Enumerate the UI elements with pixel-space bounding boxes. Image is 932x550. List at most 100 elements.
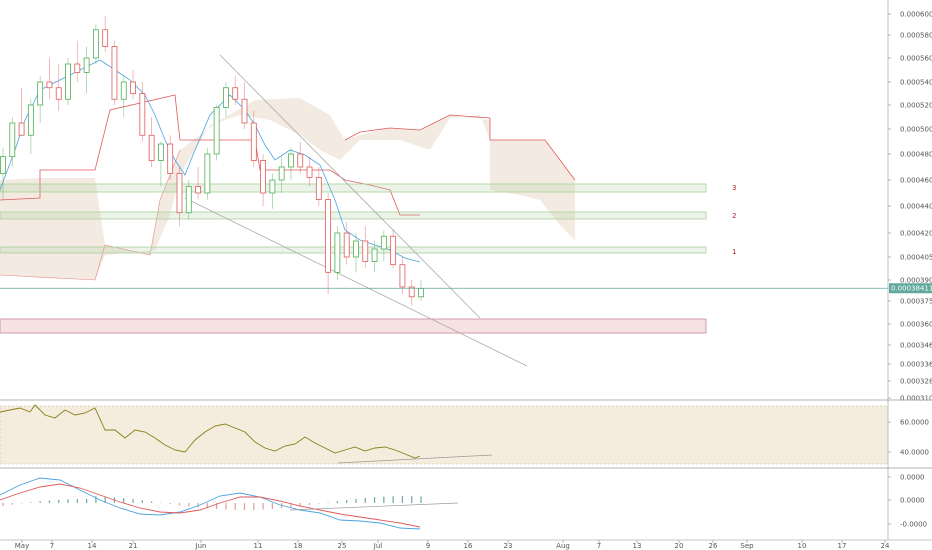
macd-tick-label: 0.0000	[900, 497, 925, 505]
price-tick-label: 0.00046000	[900, 177, 932, 185]
time-tick-label: 26	[709, 542, 718, 550]
candle-body	[371, 248, 378, 262]
price-tick-label: 0.00037500	[900, 298, 932, 306]
price-axis[interactable]: 0.00060000 0.00058000 0.00056000 0.00054000…	[887, 0, 932, 540]
macd-pane[interactable]: 0.0000 0.0000 -0.0000	[0, 474, 927, 530]
support-zone	[0, 318, 707, 334]
candle-body	[297, 153, 304, 168]
time-tick-label: 11	[254, 542, 263, 550]
candle-body	[278, 166, 285, 181]
time-tick-label: 7	[597, 542, 601, 550]
candle-body	[213, 107, 220, 155]
price-tick-label: 0.00033600	[900, 361, 932, 369]
candle-body	[65, 63, 71, 100]
price-tick-label: 0.00056000	[900, 55, 932, 63]
ichimoku-cloud	[0, 98, 575, 280]
candle-body	[18, 122, 25, 136]
time-tick-label: 20	[675, 542, 684, 550]
candle-body	[362, 240, 369, 263]
time-tick-label: Aug	[556, 542, 570, 550]
candle-body	[241, 98, 248, 124]
price-tick-label: 0.00042000	[900, 230, 932, 238]
candle-body	[92, 29, 99, 59]
price-pane[interactable]: 3 2 1	[0, 16, 888, 367]
time-tick-label: 23	[504, 542, 513, 550]
candle-body	[139, 93, 146, 136]
candle-body	[55, 87, 62, 100]
zone-label-2: 2	[732, 212, 736, 220]
last-price-tag: 0.00038411	[889, 283, 932, 294]
last-price-label: 0.00038411	[891, 285, 932, 293]
candle-body	[74, 63, 81, 73]
candle-body	[269, 179, 276, 194]
candle-body	[334, 232, 341, 273]
candle-body	[204, 153, 211, 194]
oscillator-pane[interactable]: 60.0000 40.0000	[0, 404, 929, 465]
price-tick-label: 0.00058000	[900, 32, 932, 40]
candle-body	[250, 122, 257, 161]
price-tick-label: 0.00031050	[900, 395, 932, 403]
osc-divergence-line	[337, 454, 493, 464]
last-price-bg	[889, 283, 932, 294]
price-tick-label: 0.00032800	[900, 378, 932, 386]
price-tick-label: 0.00034600	[900, 342, 932, 350]
candle-body	[167, 143, 174, 174]
time-tick-label: Jun	[195, 542, 207, 550]
candle-body	[176, 173, 183, 214]
time-tick-label: May	[15, 542, 29, 550]
time-tick-label: 21	[129, 542, 138, 550]
candle-body	[343, 232, 350, 258]
zone-1	[0, 246, 707, 254]
price-tick-label: 0.00044000	[900, 203, 932, 211]
candle-body	[195, 186, 201, 194]
candle-body	[158, 143, 164, 161]
candle-body	[27, 104, 34, 136]
candle-body	[46, 81, 53, 89]
time-tick-label: 13	[633, 542, 642, 550]
macd-divergence-line	[289, 502, 459, 511]
macd-tick-label: 0.0000	[900, 474, 925, 482]
candle-body	[315, 176, 322, 200]
signal-line	[0, 483, 421, 528]
macd-line	[0, 477, 421, 530]
candle-body	[185, 186, 192, 214]
candle-body	[418, 287, 424, 298]
osc-line	[0, 404, 421, 459]
price-tick-label: 0.00052000	[900, 102, 932, 110]
zone-label-1: 1	[732, 248, 736, 256]
time-tick-label: 7	[50, 542, 54, 550]
candle-body	[306, 166, 313, 178]
candle-body	[130, 81, 136, 94]
zone-3	[0, 183, 707, 193]
candle-body	[223, 87, 229, 108]
candle-body	[390, 235, 397, 266]
resistance-trendline	[219, 54, 481, 319]
candle-body	[325, 199, 332, 273]
support-trendline	[184, 197, 528, 367]
price-tick-label: 0.00036000	[900, 321, 932, 329]
zone-label-3: 3	[732, 184, 736, 192]
candle-body	[353, 240, 359, 258]
time-tick-label: 24	[881, 542, 890, 550]
candle-body	[232, 87, 239, 100]
candle-body	[120, 81, 127, 100]
price-tick-label: 0.00050000	[900, 126, 932, 134]
candle-body	[260, 160, 266, 194]
price-tick-label: 0.00048000	[900, 151, 932, 159]
osc-band	[0, 405, 889, 465]
candle-body	[111, 46, 118, 100]
price-tick-label: 0.00039000	[900, 277, 932, 285]
time-tick-label: 17	[838, 542, 847, 550]
candle-body	[102, 29, 109, 47]
price-tick-label: 0.00054000	[900, 79, 932, 87]
time-tick-label: Sep	[740, 542, 754, 550]
zone-2	[0, 211, 707, 220]
time-tick-label: 10	[798, 542, 807, 550]
cloud-edge	[344, 114, 576, 181]
candle-body	[37, 81, 44, 106]
time-axis[interactable]: May 7 14 21 Jun 11 18 25 Jul 9 16 23 Aug 7 13 20 26 Sep 10…	[0, 539, 932, 550]
candle-body	[148, 134, 155, 161]
osc-tick-label: 40.0000	[900, 449, 929, 457]
candle-body	[9, 122, 16, 157]
